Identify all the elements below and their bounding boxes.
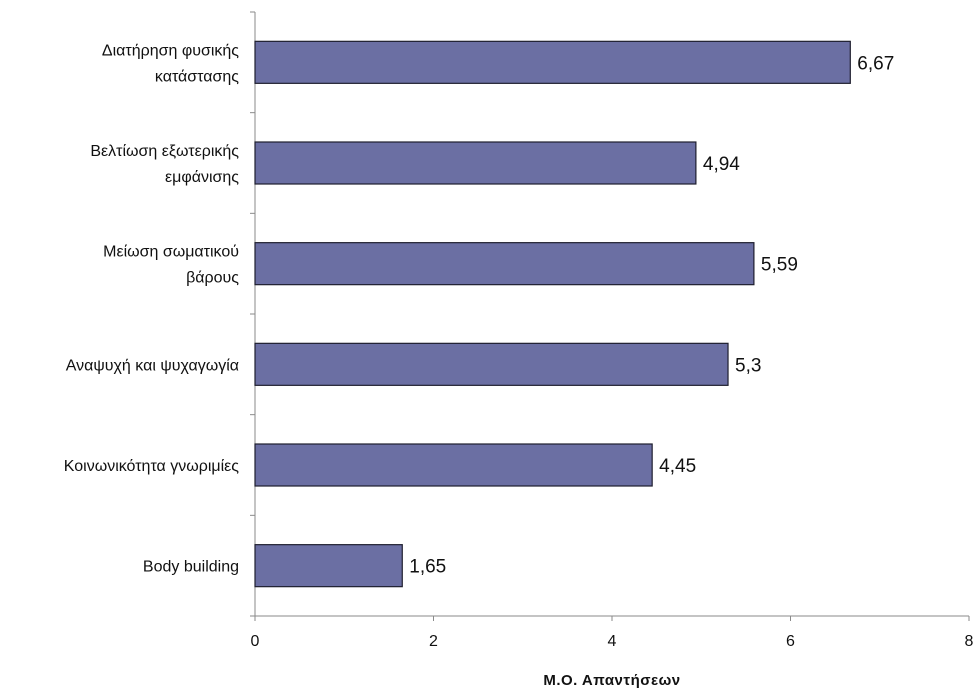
bar-value-label: 6,67 — [857, 53, 894, 74]
axes — [250, 11, 970, 621]
x-tick-label: 4 — [608, 633, 617, 650]
x-tick-label: 8 — [965, 633, 974, 650]
bars — [254, 40, 851, 588]
category-label: Μείωση σωματικού — [103, 244, 239, 261]
bar — [254, 443, 653, 487]
category-label: εμφάνισης — [165, 169, 239, 186]
x-tick-label: 6 — [786, 633, 795, 650]
bar — [254, 141, 697, 185]
bar-value-label: 5,3 — [735, 355, 761, 376]
category-label: Body building — [143, 559, 239, 576]
labels: 0 2 4 6 8 6,67 Διατήρηση φυσικής κατάστασης 4,94… — [64, 42, 974, 650]
category-label: βάρους — [186, 270, 239, 287]
bar — [254, 544, 403, 588]
category-label: κατάστασης — [155, 68, 239, 85]
bar — [254, 342, 729, 386]
bar-value-label: 5,59 — [761, 255, 798, 276]
category-label: Αναψυχή και ψυχαγωγία — [66, 357, 239, 374]
bar-value-label: 1,65 — [409, 557, 446, 578]
bar-value-label: 4,94 — [703, 154, 740, 175]
category-label: Διατήρηση φυσικής — [102, 42, 239, 59]
bar — [254, 40, 851, 84]
category-label: Βελτίωση εξωτερικής — [90, 143, 239, 160]
x-axis-title: Μ.Ο. Απαντήσεων — [543, 672, 680, 689]
bar — [254, 242, 755, 286]
bar-value-label: 4,45 — [659, 456, 696, 477]
x-tick-label: 0 — [251, 633, 260, 650]
category-label: Κοινωνικότητα γνωριμίες — [64, 458, 240, 475]
x-tick-label: 2 — [429, 633, 438, 650]
